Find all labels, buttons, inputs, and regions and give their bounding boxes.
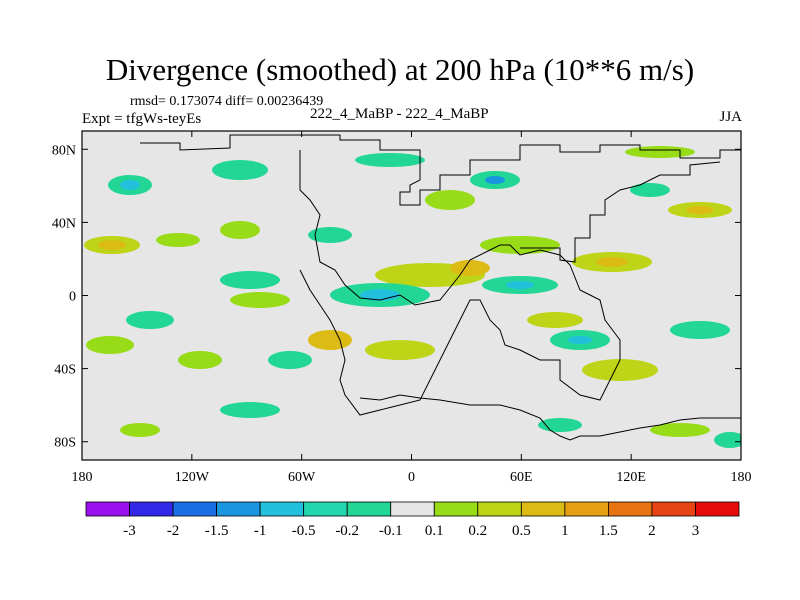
contour-field — [84, 134, 741, 448]
contour-blob — [630, 183, 670, 197]
contour-blob — [220, 271, 280, 289]
colorbar-label: 0.2 — [468, 523, 487, 539]
colorbar-label: -0.5 — [292, 523, 316, 539]
contour-blob — [527, 312, 583, 328]
x-tick-label: 120W — [175, 470, 210, 485]
colorbar-swatch — [695, 501, 740, 517]
x-tick-label: 180 — [731, 470, 752, 485]
colorbar-swatch — [85, 501, 130, 517]
colorbar-label: 1.5 — [599, 523, 618, 539]
contour-blob — [120, 423, 160, 437]
x-tick-label: 0 — [408, 470, 415, 485]
contour-blob — [212, 160, 268, 180]
contour-blob — [582, 359, 658, 381]
x-tick-label: 60W — [288, 470, 316, 485]
contour-blob — [686, 206, 714, 214]
colorbar-label: 3 — [692, 523, 700, 539]
contour-blob — [480, 236, 560, 254]
colorbar-label: 0.1 — [425, 523, 444, 539]
colorbar-swatch — [651, 501, 696, 517]
colorbar-label: -1.5 — [205, 523, 229, 539]
contour-blob — [230, 292, 290, 308]
contour-blob — [126, 311, 174, 329]
colorbar-swatch — [172, 501, 217, 517]
negative-anomalies — [108, 153, 741, 448]
contour-blob — [650, 423, 710, 437]
coastline — [140, 134, 741, 206]
contour-blob — [220, 221, 260, 239]
contour-blob — [365, 340, 435, 360]
contour-blob — [450, 260, 490, 276]
colorbar-label: 0.5 — [512, 523, 531, 539]
contour-blob — [625, 146, 695, 158]
contour-blob — [714, 432, 741, 448]
positive-anomalies — [84, 146, 732, 437]
colorbar-swatch — [477, 501, 522, 517]
colorbar-label: -3 — [123, 523, 136, 539]
colorbar-label: -0.2 — [335, 523, 359, 539]
contour-blob — [120, 180, 140, 190]
contour-blob — [568, 336, 592, 344]
colorbar-swatch — [346, 501, 392, 517]
y-tick-label: 80N — [52, 143, 76, 158]
colorbar-swatch — [129, 501, 174, 517]
experiment-label: Expt = tfgWs-teyEs — [82, 111, 202, 127]
colorbar-swatch — [433, 501, 479, 517]
contour-blob — [156, 233, 200, 247]
colorbar-label: 2 — [648, 523, 656, 539]
contour-blob — [670, 321, 730, 339]
colorbar-swatch — [608, 501, 653, 517]
colorbar-swatch — [564, 501, 609, 517]
colorbar-label: -1 — [254, 523, 267, 539]
contour-blob — [360, 289, 400, 301]
contour-blob — [308, 330, 352, 350]
coastline — [359, 394, 741, 441]
runs-label: 222_4_MaBP - 222_4_MaBP — [310, 106, 489, 122]
colorbar: -3 -2 -1.5 -1 -0.5 -0.2 -0.1 0.1 0.2 0.5 1 1.5 2 3 — [85, 501, 740, 539]
contour-blob — [178, 351, 222, 369]
colorbar-label: 1 — [561, 523, 569, 539]
colorbar-swatch — [303, 501, 348, 517]
contour-blob — [425, 190, 475, 210]
y-tick-label: 40S — [54, 363, 76, 378]
contour-blob — [538, 418, 582, 432]
x-tick-label: 60E — [510, 470, 533, 485]
colorbar-label: -0.1 — [379, 523, 403, 539]
contour-blob — [220, 402, 280, 418]
contour-blob — [98, 240, 126, 250]
colorbar-label: -2 — [167, 523, 180, 539]
contour-blob — [355, 153, 425, 167]
colorbar-swatch — [520, 501, 566, 517]
contour-blob — [596, 257, 628, 267]
colorbar-swatch — [259, 501, 305, 517]
contour-blob — [86, 336, 134, 354]
chart-title: Divergence (smoothed) at 200 hPa (10**6 … — [105, 52, 695, 87]
coastline — [299, 150, 621, 416]
y-tick-label: 80S — [54, 436, 76, 451]
contour-blob — [308, 227, 352, 243]
x-tick-label: 180 — [72, 470, 93, 485]
season-label: JJA — [719, 109, 742, 125]
contour-blob — [506, 281, 534, 289]
colorbar-swatch — [216, 501, 261, 517]
stats-label: rmsd= 0.173074 diff= 0.00236439 — [130, 94, 324, 109]
coastline — [520, 161, 721, 263]
axes: 180 120W 60W 0 60E 120E 180 80N 40N 0 40S 80S — [52, 131, 752, 485]
y-tick-label: 40N — [52, 216, 76, 231]
contour-blob — [485, 176, 505, 184]
x-tick-label: 120E — [616, 470, 646, 485]
colorbar-swatch — [390, 501, 435, 517]
contour-blob — [268, 351, 312, 369]
y-tick-label: 0 — [69, 290, 76, 305]
